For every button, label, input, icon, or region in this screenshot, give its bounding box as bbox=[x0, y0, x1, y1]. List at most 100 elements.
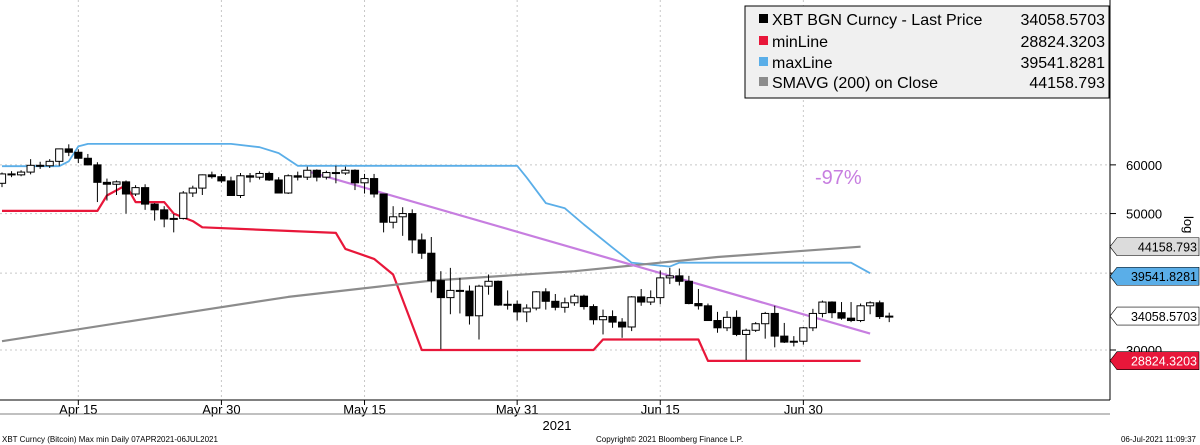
legend-value-price: 34058.5703 bbox=[1020, 12, 1105, 29]
x-tick-label: May 15 bbox=[343, 402, 386, 417]
candle-body-up bbox=[255, 172, 264, 178]
candle bbox=[74, 149, 83, 164]
candle bbox=[570, 293, 579, 306]
legend-swatch-price bbox=[759, 14, 768, 23]
candle-body-down bbox=[455, 289, 465, 292]
candle bbox=[827, 301, 837, 319]
candle bbox=[226, 176, 236, 196]
y-axis-scale-label: log bbox=[1181, 216, 1196, 233]
candle bbox=[675, 268, 684, 286]
candle bbox=[732, 310, 741, 337]
candle-body-up bbox=[360, 178, 369, 184]
candle-body-down bbox=[465, 290, 474, 317]
candle-body-up bbox=[646, 297, 655, 303]
candles bbox=[0, 144, 894, 360]
candle-body-up bbox=[16, 171, 26, 176]
candle bbox=[885, 312, 894, 323]
candle-body-down bbox=[618, 321, 627, 328]
candle-body-up bbox=[808, 312, 817, 329]
candle bbox=[484, 274, 493, 295]
candle-body-down bbox=[408, 213, 417, 241]
footer-left: XBT Curncy (Bitcoin) Max min Daily 07APR… bbox=[2, 435, 218, 444]
candle bbox=[541, 288, 550, 310]
value-tag-label: 44158.793 bbox=[1138, 241, 1197, 255]
candle bbox=[169, 214, 178, 233]
candle-body-down bbox=[150, 203, 159, 211]
candle bbox=[369, 173, 379, 198]
candle-body-up bbox=[284, 175, 293, 194]
candle bbox=[303, 166, 312, 180]
candle bbox=[236, 173, 245, 198]
x-tick-label: Apr 30 bbox=[202, 402, 240, 417]
candle-body-down bbox=[589, 306, 598, 321]
legend-value-smavg: 44158.793 bbox=[1029, 75, 1105, 92]
candle bbox=[627, 296, 636, 332]
candle bbox=[207, 171, 216, 179]
candle-body-down bbox=[93, 164, 102, 183]
candle-body-up bbox=[598, 316, 608, 321]
candle-body-up bbox=[818, 301, 827, 314]
x-tick-label: Jun 30 bbox=[784, 402, 823, 417]
candle bbox=[0, 172, 7, 188]
candle-body-up bbox=[55, 148, 64, 162]
candle-body-down bbox=[493, 280, 503, 306]
candle bbox=[36, 161, 45, 169]
series-maxline-line bbox=[2, 143, 871, 274]
legend-label-price: XBT BGN Curncy - Last Price bbox=[772, 12, 983, 29]
candle-body-down bbox=[684, 280, 693, 305]
candle-body-down bbox=[245, 175, 255, 178]
candle bbox=[284, 174, 293, 194]
candle-body-up bbox=[131, 187, 140, 195]
candle-body-up bbox=[322, 172, 331, 178]
candle bbox=[55, 148, 64, 166]
candle-body-down bbox=[780, 335, 789, 343]
candle bbox=[856, 303, 865, 323]
candle-body-up bbox=[885, 315, 894, 318]
candle bbox=[513, 300, 522, 321]
candle-body-down bbox=[732, 316, 741, 335]
candle-body-up bbox=[751, 323, 760, 331]
candle-body-down bbox=[121, 181, 131, 195]
trend-annotation: -97% bbox=[815, 167, 862, 189]
x-tick-label: May 31 bbox=[496, 402, 539, 417]
candle bbox=[379, 193, 388, 233]
candle-body-down bbox=[102, 181, 112, 185]
candle bbox=[522, 304, 531, 323]
candle bbox=[637, 288, 646, 306]
candle bbox=[389, 206, 398, 229]
candle-body-up bbox=[484, 280, 493, 287]
legend-swatch-minline bbox=[759, 36, 768, 45]
candle bbox=[780, 322, 789, 343]
candle bbox=[579, 294, 589, 310]
candle-body-down bbox=[217, 176, 226, 182]
value-tag: 44158.793 bbox=[1109, 237, 1200, 257]
candle-body-up bbox=[799, 327, 808, 342]
candle-body-up bbox=[398, 213, 407, 218]
candle bbox=[465, 285, 474, 325]
candle bbox=[350, 169, 360, 191]
x-tick-label: Apr 15 bbox=[59, 402, 97, 417]
candle bbox=[598, 309, 608, 335]
candle-body-down bbox=[331, 172, 340, 175]
candle-body-down bbox=[551, 300, 560, 308]
candle-body-down bbox=[875, 302, 884, 318]
candle-body-up bbox=[665, 275, 674, 279]
candle-body-down bbox=[608, 316, 617, 323]
y-tick-label: 50000 bbox=[1126, 207, 1162, 222]
candle bbox=[551, 293, 560, 311]
candle-body-up bbox=[169, 217, 178, 220]
candle bbox=[102, 178, 112, 201]
candle-body-up bbox=[188, 187, 197, 194]
candle bbox=[312, 169, 321, 182]
candle bbox=[474, 284, 484, 340]
candle-body-down bbox=[141, 187, 150, 205]
candle-body-up bbox=[198, 174, 207, 189]
candle bbox=[722, 311, 732, 332]
candle-body-up bbox=[303, 169, 312, 178]
candle-body-up bbox=[389, 216, 398, 223]
candle bbox=[179, 191, 188, 220]
series-trendline-line bbox=[306, 170, 871, 335]
candle-body-down bbox=[637, 296, 646, 303]
candle bbox=[83, 153, 92, 166]
candle-body-down bbox=[579, 295, 589, 308]
